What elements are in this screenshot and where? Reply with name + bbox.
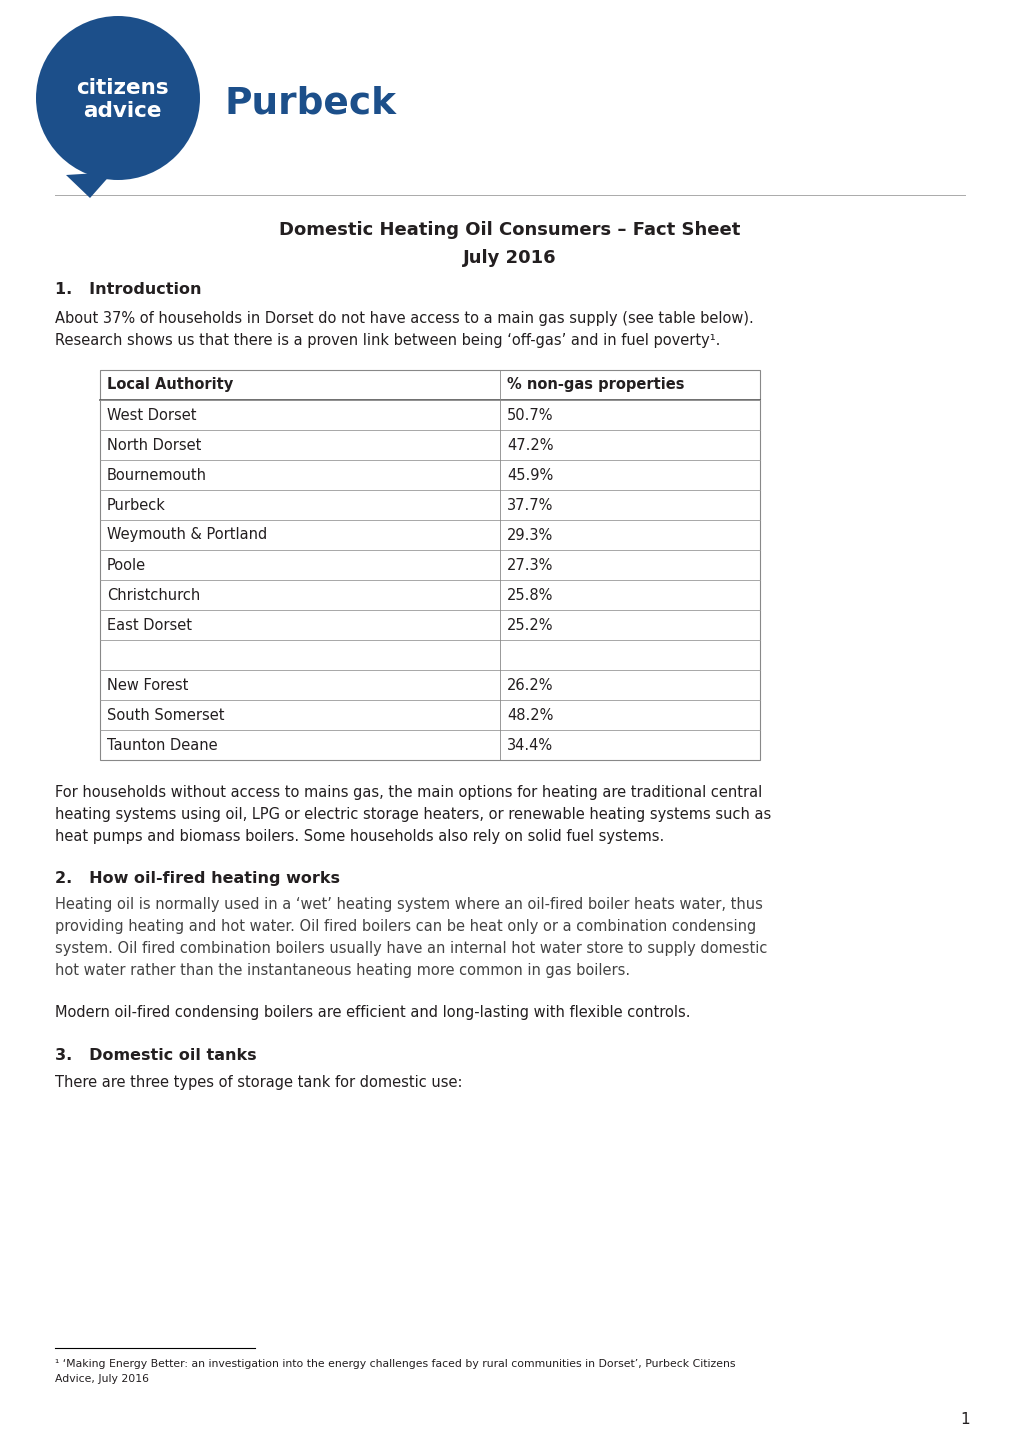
Text: 47.2%: 47.2% (506, 437, 553, 453)
Text: Poole: Poole (107, 558, 146, 572)
Text: 29.3%: 29.3% (506, 528, 552, 542)
Text: South Somerset: South Somerset (107, 708, 224, 722)
Text: system. Oil fired combination boilers usually have an internal hot water store t: system. Oil fired combination boilers us… (55, 940, 766, 956)
Text: Bournemouth: Bournemouth (107, 467, 207, 483)
Text: 1.   Introduction: 1. Introduction (55, 283, 202, 297)
Text: hot water rather than the instantaneous heating more common in gas boilers.: hot water rather than the instantaneous … (55, 962, 630, 978)
Text: Purbeck: Purbeck (107, 497, 166, 512)
Text: 27.3%: 27.3% (506, 558, 553, 572)
Text: Taunton Deane: Taunton Deane (107, 737, 217, 753)
Text: West Dorset: West Dorset (107, 408, 197, 423)
Text: ¹ ‘Making Energy Better: an investigation into the energy challenges faced by ru: ¹ ‘Making Energy Better: an investigatio… (55, 1358, 735, 1368)
Text: citizens: citizens (75, 78, 168, 98)
Text: providing heating and hot water. Oil fired boilers can be heat only or a combina: providing heating and hot water. Oil fir… (55, 919, 755, 933)
Text: For households without access to mains gas, the main options for heating are tra: For households without access to mains g… (55, 784, 761, 799)
Text: 1: 1 (959, 1413, 969, 1428)
Text: Advice, July 2016: Advice, July 2016 (55, 1374, 149, 1384)
Text: New Forest: New Forest (107, 678, 189, 692)
Text: Domestic Heating Oil Consumers – Fact Sheet: Domestic Heating Oil Consumers – Fact Sh… (279, 221, 740, 239)
Text: 50.7%: 50.7% (506, 408, 553, 423)
Text: East Dorset: East Dorset (107, 617, 192, 633)
Polygon shape (66, 172, 113, 198)
Text: heat pumps and biomass boilers. Some households also rely on solid fuel systems.: heat pumps and biomass boilers. Some hou… (55, 829, 663, 844)
Text: 25.2%: 25.2% (506, 617, 553, 633)
Text: Modern oil-fired condensing boilers are efficient and long-lasting with flexible: Modern oil-fired condensing boilers are … (55, 1005, 690, 1019)
Text: 25.8%: 25.8% (506, 587, 553, 603)
Text: 34.4%: 34.4% (506, 737, 552, 753)
Text: There are three types of storage tank for domestic use:: There are three types of storage tank fo… (55, 1074, 462, 1090)
Text: 26.2%: 26.2% (506, 678, 553, 692)
Text: About 37% of households in Dorset do not have access to a main gas supply (see t: About 37% of households in Dorset do not… (55, 310, 753, 326)
Text: North Dorset: North Dorset (107, 437, 201, 453)
Text: 48.2%: 48.2% (506, 708, 553, 722)
Text: 37.7%: 37.7% (506, 497, 553, 512)
Text: 2.   How oil-fired heating works: 2. How oil-fired heating works (55, 871, 339, 885)
Text: Local Authority: Local Authority (107, 378, 233, 392)
Text: Research shows us that there is a proven link between being ‘off-gas’ and in fue: Research shows us that there is a proven… (55, 333, 719, 348)
Bar (100, 371, 759, 760)
Text: Heating oil is normally used in a ‘wet’ heating system where an oil-fired boiler: Heating oil is normally used in a ‘wet’ … (55, 897, 762, 911)
Text: July 2016: July 2016 (463, 249, 556, 267)
Text: Purbeck: Purbeck (225, 85, 396, 121)
Text: % non-gas properties: % non-gas properties (506, 378, 684, 392)
Text: 3.   Domestic oil tanks: 3. Domestic oil tanks (55, 1048, 257, 1064)
Text: Weymouth & Portland: Weymouth & Portland (107, 528, 267, 542)
Text: 45.9%: 45.9% (506, 467, 552, 483)
Text: Christchurch: Christchurch (107, 587, 200, 603)
Circle shape (36, 16, 200, 180)
Text: heating systems using oil, LPG or electric storage heaters, or renewable heating: heating systems using oil, LPG or electr… (55, 806, 770, 822)
Text: advice: advice (83, 101, 161, 121)
